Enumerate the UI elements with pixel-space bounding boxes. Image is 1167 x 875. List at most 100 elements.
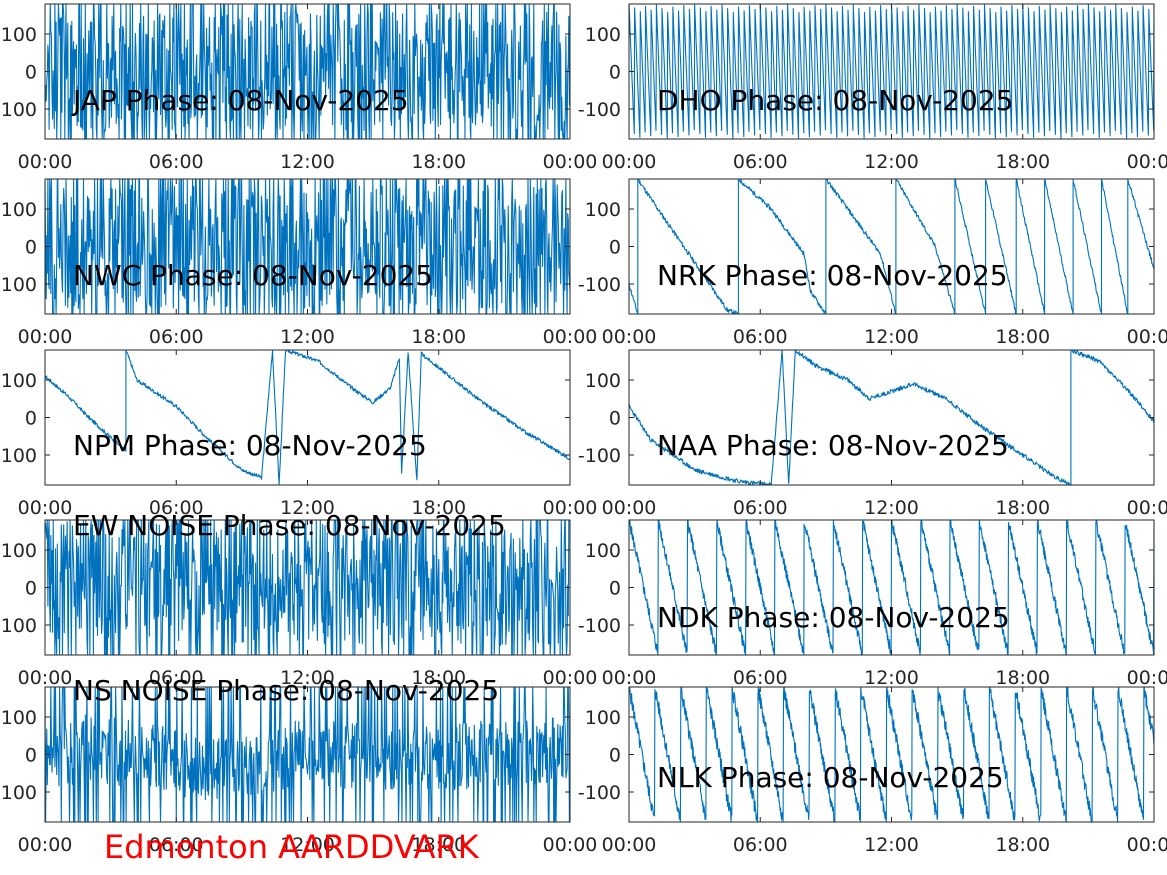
panel-title-npm: NPM Phase: 08-Nov-2025 xyxy=(73,429,427,462)
phase-panel-nlk: 100 0 -100 00:00 06:00 12:00 18:00 00:00 NLK Pha… xyxy=(578,686,1167,856)
x-tick-label: 06:00 xyxy=(149,151,204,173)
x-tick-label: 00:00 xyxy=(543,834,598,856)
x-tick-label: 00:00 xyxy=(602,667,657,689)
x-tick-label: 00:00 xyxy=(1127,667,1167,689)
x-tick-label: 00:00 xyxy=(18,497,73,519)
x-tick-label: 00:00 xyxy=(18,326,73,348)
y-tick-label: 100 xyxy=(585,707,621,729)
phase-panel-ndk: 100 0 -100 00:00 06:00 12:00 18:00 00:00 NDK Pha… xyxy=(578,519,1167,689)
x-tick-label: 18:00 xyxy=(411,667,466,689)
x-tick-label: 12:00 xyxy=(280,151,335,173)
phase-trace-nwc xyxy=(45,179,570,314)
phase-trace-ew-noise xyxy=(45,520,570,655)
panel-title-ndk: NDK Phase: 08-Nov-2025 xyxy=(657,601,1010,634)
x-tick-label: 18:00 xyxy=(995,497,1050,519)
y-tick-label: 0 xyxy=(609,408,621,430)
phase-panel-dho: 100 0 -100 00:00 06:00 12:00 18:00 00:00 DHO Pha… xyxy=(578,3,1167,173)
x-tick-label: 18:00 xyxy=(995,834,1050,856)
y-tick-label: -100 xyxy=(0,615,37,637)
x-tick-label: 18:00 xyxy=(995,667,1050,689)
x-tick-label: 12:00 xyxy=(864,326,919,348)
axes-frame-nlk xyxy=(628,686,1155,823)
phase-trace-naa xyxy=(629,350,1154,485)
y-tick-label: -100 xyxy=(0,445,37,467)
phase-panel-nrk: 100 0 -100 00:00 06:00 12:00 18:00 00:00 NRK Pha… xyxy=(578,178,1167,348)
y-tick-label: -100 xyxy=(578,445,621,467)
y-tick-label: 0 xyxy=(609,578,621,600)
x-tick-label: 00:00 xyxy=(543,326,598,348)
y-tick-label: -100 xyxy=(0,274,37,296)
panel-title-ns-noise: NS NOISE Phase: 08-Nov-2025 xyxy=(73,674,499,707)
y-tick-label: 100 xyxy=(585,540,621,562)
y-tick-label: -100 xyxy=(578,274,621,296)
phase-trace-nlk xyxy=(629,687,1154,822)
x-tick-label: 12:00 xyxy=(280,834,335,856)
x-tick-label: 18:00 xyxy=(411,497,466,519)
x-tick-label: 12:00 xyxy=(864,667,919,689)
x-tick-label: 18:00 xyxy=(411,834,466,856)
panel-title-nlk: NLK Phase: 08-Nov-2025 xyxy=(657,761,1004,794)
station-location-label: Edmonton AARDDVARK xyxy=(104,828,479,866)
phase-panel-nwc: 100 0 -100 00:00 06:00 12:00 18:00 00:00 NWC Pha… xyxy=(0,178,598,348)
panel-title-naa: NAA Phase: 08-Nov-2025 xyxy=(657,429,1009,462)
x-tick-label: 12:00 xyxy=(864,497,919,519)
x-tick-label: 18:00 xyxy=(995,326,1050,348)
x-tick-label: 06:00 xyxy=(149,667,204,689)
x-tick-label: 06:00 xyxy=(733,151,788,173)
x-tick-label: 12:00 xyxy=(280,497,335,519)
y-tick-label: 0 xyxy=(25,745,37,767)
y-tick-label: 0 xyxy=(609,745,621,767)
panel-title-nwc: NWC Phase: 08-Nov-2025 xyxy=(73,259,433,292)
phase-panel-npm: 100 0 -100 00:00 06:00 12:00 18:00 00:00 NPM Pha… xyxy=(0,349,598,519)
y-tick-label: 100 xyxy=(585,199,621,221)
x-tick-label: 12:00 xyxy=(864,151,919,173)
x-tick-label: 18:00 xyxy=(411,326,466,348)
x-tick-label: 18:00 xyxy=(411,151,466,173)
x-tick-label: 06:00 xyxy=(149,834,204,856)
panel-title-jap: JAP Phase: 08-Nov-2025 xyxy=(71,84,409,117)
x-tick-label: 06:00 xyxy=(149,497,204,519)
y-tick-label: 100 xyxy=(1,199,37,221)
y-tick-label: 0 xyxy=(25,578,37,600)
x-tick-label: 06:00 xyxy=(149,326,204,348)
x-tick-label: 00:00 xyxy=(543,497,598,519)
phase-panel-ew-noise: 100 0 -100 00:00 06:00 12:00 18:00 00:00 EW NOIS… xyxy=(0,509,597,689)
x-tick-label: 06:00 xyxy=(733,667,788,689)
panel-title-ew-noise: EW NOISE Phase: 08-Nov-2025 xyxy=(73,509,506,542)
y-tick-label: 0 xyxy=(609,62,621,84)
x-tick-label: 00:00 xyxy=(543,151,598,173)
x-tick-label: 00:00 xyxy=(18,834,73,856)
y-tick-label: 0 xyxy=(609,237,621,259)
x-tick-label: 12:00 xyxy=(280,667,335,689)
y-tick-label: 100 xyxy=(1,540,37,562)
axes-frame-naa xyxy=(628,349,1155,486)
phase-trace-ns-noise xyxy=(45,687,570,822)
x-tick-label: 00:00 xyxy=(18,667,73,689)
phase-panel-jap: 100 0 -100 00:00 06:00 12:00 18:00 00:00 JAP Pha… xyxy=(0,3,598,173)
y-tick-label: 100 xyxy=(1,707,37,729)
x-tick-label: 00:00 xyxy=(602,834,657,856)
phase-trace-dho xyxy=(629,4,1154,139)
x-tick-label: 00:00 xyxy=(1127,326,1167,348)
x-tick-label: 00:00 xyxy=(1127,834,1167,856)
panels-group: 100 0 -100 00:00 06:00 12:00 18:00 00:00 JAP Pha… xyxy=(0,3,1167,856)
y-tick-label: -100 xyxy=(0,782,37,804)
phase-trace-nrk xyxy=(629,179,1154,314)
y-tick-label: -100 xyxy=(578,782,621,804)
phase-trace-ndk xyxy=(629,520,1154,655)
x-tick-label: 00:00 xyxy=(1127,497,1167,519)
y-tick-label: -100 xyxy=(0,99,37,121)
phase-trace-jap xyxy=(45,4,570,139)
phase-panel-naa: 100 0 -100 00:00 06:00 12:00 18:00 00:00 NAA Pha… xyxy=(578,349,1167,519)
x-tick-label: 00:00 xyxy=(602,151,657,173)
y-tick-label: 0 xyxy=(25,62,37,84)
phase-panel-ns-noise: 100 0 -100 00:00 06:00 12:00 18:00 00:00 NS NOIS… xyxy=(0,674,597,856)
phase-trace-npm xyxy=(45,350,570,485)
y-tick-label: -100 xyxy=(578,99,621,121)
axes-frame-npm xyxy=(44,349,571,486)
x-tick-label: 06:00 xyxy=(733,326,788,348)
y-tick-label: -100 xyxy=(578,615,621,637)
y-tick-label: 100 xyxy=(1,24,37,46)
y-tick-label: 100 xyxy=(585,370,621,392)
